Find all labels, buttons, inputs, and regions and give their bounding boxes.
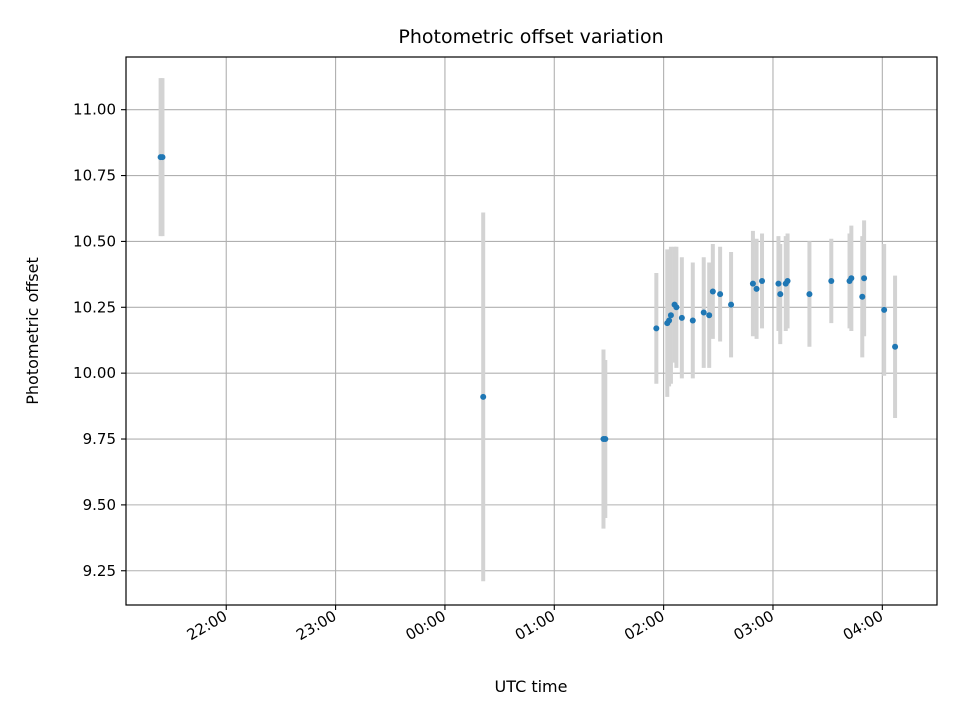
data-point: [689, 317, 696, 324]
data-point: [717, 291, 724, 298]
data-point: [159, 154, 166, 161]
y-tick-label: 9.75: [83, 430, 116, 448]
data-point: [892, 343, 899, 350]
y-tick-label: 9.50: [83, 496, 116, 514]
y-axis-ticks: 9.25 9.50 9.75 10.00 10.25 10.50 10.75 11.00: [73, 101, 126, 580]
data-point: [653, 325, 660, 332]
data-point: [859, 293, 866, 300]
data-point: [777, 291, 784, 298]
data-point: [602, 436, 609, 443]
y-axis-label: Photometric offset: [23, 257, 42, 405]
data-point: [700, 309, 707, 316]
y-tick-label: 11.00: [73, 101, 116, 119]
data-point: [480, 393, 487, 400]
data-point: [784, 277, 791, 284]
data-point: [728, 301, 735, 308]
grid: [126, 57, 937, 605]
data-point: [881, 306, 888, 313]
data-point: [666, 317, 673, 324]
data-point: [673, 304, 680, 311]
data-point: [667, 312, 674, 319]
x-axis-label: UTC time: [495, 677, 568, 696]
plot-frame: [125, 56, 938, 606]
data-point: [806, 291, 813, 298]
data-point: [749, 280, 756, 287]
data-point: [848, 275, 855, 282]
data-point: [753, 285, 760, 292]
data-point: [828, 277, 835, 284]
data-point: [861, 275, 868, 282]
data-point: [678, 314, 685, 321]
y-tick-label: 10.25: [73, 298, 116, 316]
data-point: [759, 277, 766, 284]
data-point: [706, 312, 713, 319]
chart-title: Photometric offset variation: [398, 26, 663, 48]
data-point: [775, 280, 782, 287]
data-points: [157, 154, 899, 443]
y-tick-label: 9.25: [83, 562, 116, 580]
y-tick-label: 10.50: [73, 232, 116, 250]
y-tick-label: 10.75: [73, 167, 116, 185]
y-tick-label: 10.00: [73, 364, 116, 382]
data-point: [709, 288, 716, 295]
